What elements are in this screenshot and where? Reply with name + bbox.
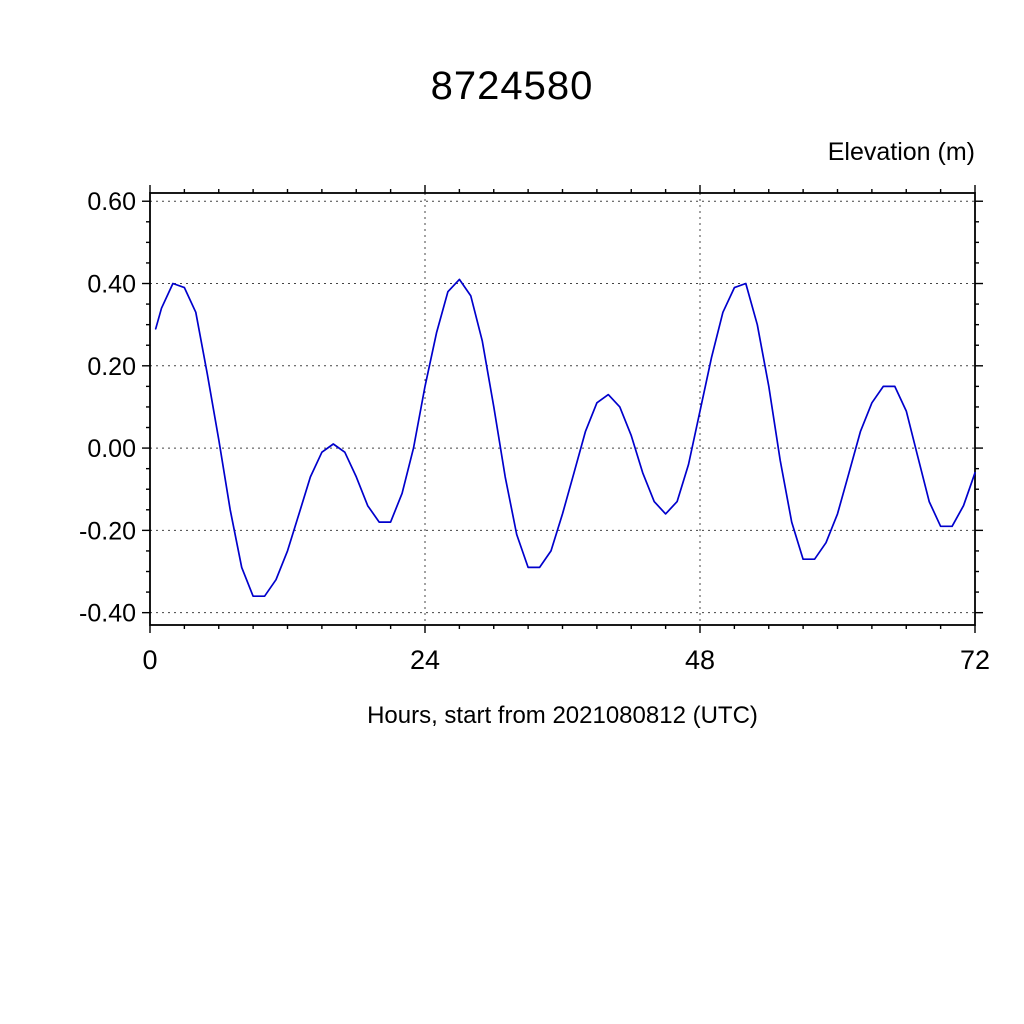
elevation-line xyxy=(154,278,976,598)
plot-frame xyxy=(149,192,976,626)
x-tick-label: 72 xyxy=(960,645,990,675)
y-axis-label: Elevation (m) xyxy=(827,138,975,166)
y-tick-label: -0.40 xyxy=(79,600,136,628)
plot-svg: -0.40 -0.20 0.00 0.20 0.40 0.60 0 24 48 72 xyxy=(79,185,990,675)
chart-title: 8724580 xyxy=(430,64,594,108)
x-tick-label: 48 xyxy=(685,645,715,675)
x-tick-label: 0 xyxy=(142,645,157,675)
y-tick-label: -0.20 xyxy=(79,517,136,545)
y-tick-label: 0.60 xyxy=(87,188,136,216)
x-tick-label: 24 xyxy=(410,645,440,675)
x-axis-label: Hours, start from 2021080812 (UTC) xyxy=(367,702,758,729)
y-tick-label: 0.20 xyxy=(87,353,136,381)
y-tick-label: 0.40 xyxy=(87,271,136,299)
y-tick-label: 0.00 xyxy=(87,435,136,463)
